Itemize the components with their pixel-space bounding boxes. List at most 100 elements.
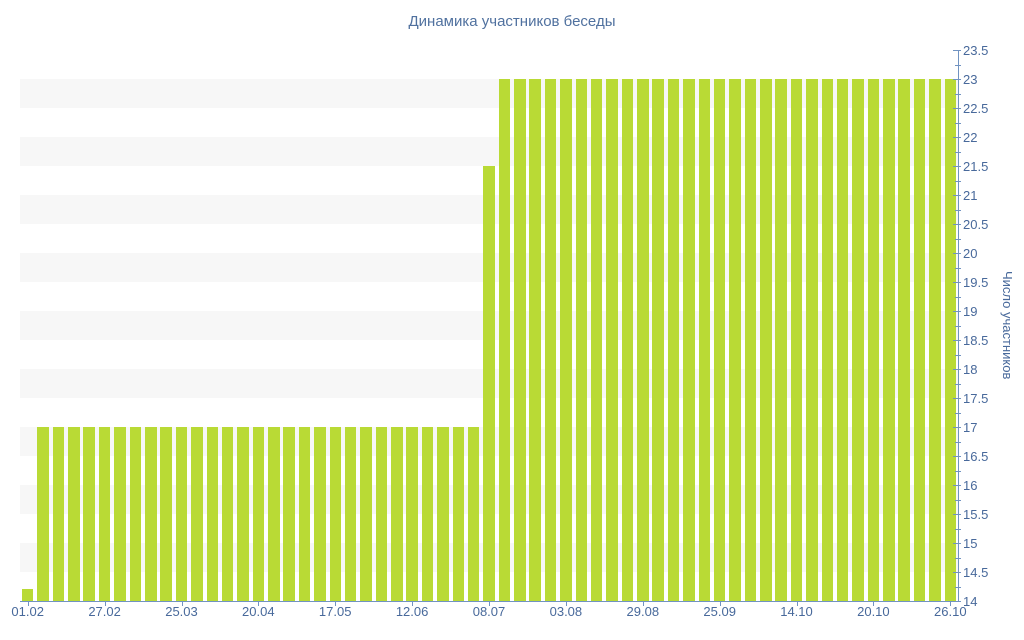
bar[interactable] [206, 427, 218, 601]
bar[interactable] [114, 427, 126, 601]
bar[interactable] [314, 427, 326, 601]
bar[interactable] [160, 427, 172, 601]
y-tick [953, 50, 961, 51]
y-minor-tick [955, 122, 961, 124]
bar[interactable] [483, 166, 495, 601]
bar[interactable] [145, 427, 157, 601]
bar[interactable] [621, 79, 634, 601]
bar[interactable] [944, 79, 957, 601]
bar[interactable] [421, 427, 434, 601]
bar[interactable] [437, 427, 449, 601]
x-tick-label: 08.07 [472, 604, 506, 619]
bar[interactable] [606, 79, 618, 601]
bar[interactable] [360, 427, 372, 601]
bar[interactable] [652, 79, 664, 601]
bar[interactable] [252, 427, 265, 601]
x-tick [104, 602, 106, 606]
bar[interactable] [867, 79, 880, 601]
bar[interactable] [575, 79, 587, 601]
x-tick-label: 26.10 [934, 604, 967, 619]
bar[interactable] [298, 427, 311, 601]
bar[interactable] [729, 79, 741, 601]
y-tick [953, 427, 961, 428]
bar[interactable] [406, 427, 418, 601]
bar[interactable] [529, 79, 541, 601]
bar[interactable] [452, 427, 464, 601]
y-minor-tick [955, 557, 961, 559]
y-tick-label: 14 [963, 593, 978, 609]
bar[interactable] [37, 427, 49, 601]
bar[interactable] [929, 79, 941, 601]
y-minor-tick [955, 499, 961, 501]
bar[interactable] [98, 427, 111, 601]
x-tick [258, 602, 260, 606]
y-tick [953, 572, 961, 573]
y-minor-tick [955, 296, 961, 298]
bar[interactable] [514, 79, 526, 601]
bar[interactable] [883, 79, 895, 601]
bar[interactable] [498, 79, 511, 601]
bar[interactable] [683, 79, 695, 601]
bar[interactable] [467, 427, 480, 601]
y-tick-label: 18 [963, 361, 978, 377]
bar[interactable] [821, 79, 833, 601]
y-tick [953, 456, 961, 457]
bar[interactable] [898, 79, 910, 601]
bar[interactable] [713, 79, 726, 601]
bar[interactable] [83, 427, 95, 601]
bar[interactable] [836, 79, 849, 601]
y-tick [953, 311, 961, 312]
bar[interactable] [191, 427, 203, 601]
chart-title: Динамика участников беседы [408, 13, 616, 30]
bar[interactable] [667, 79, 680, 601]
bar[interactable] [268, 427, 280, 601]
bar[interactable] [790, 79, 803, 601]
bar[interactable] [760, 79, 772, 601]
bar[interactable] [637, 79, 649, 601]
y-tick-label: 16 [963, 477, 978, 493]
bar[interactable] [221, 427, 234, 601]
y-minor-tick [955, 151, 961, 153]
bar[interactable] [698, 79, 710, 601]
bar[interactable] [52, 427, 65, 601]
bar[interactable] [560, 79, 572, 601]
bar[interactable] [391, 427, 403, 601]
bar[interactable] [775, 79, 787, 601]
y-tick [953, 108, 961, 109]
bar[interactable] [913, 79, 926, 601]
x-tick [27, 602, 29, 606]
y-tick-label: 21 [963, 187, 978, 203]
y-minor-tick [955, 528, 961, 530]
bar[interactable] [544, 79, 557, 601]
x-tick-label: 27.02 [88, 604, 121, 619]
y-tick [953, 398, 961, 399]
bar[interactable] [852, 79, 864, 601]
x-tick [719, 602, 721, 606]
y-minor-tick [955, 267, 961, 269]
x-tick-label: 25.09 [703, 604, 736, 619]
bar[interactable] [175, 427, 188, 601]
bar[interactable] [237, 427, 249, 601]
y-minor-tick [955, 64, 961, 66]
y-minor-tick [955, 586, 961, 588]
y-tick [953, 79, 961, 80]
bar[interactable] [590, 79, 603, 601]
y-tick [953, 224, 961, 225]
y-minor-tick [955, 383, 961, 385]
bar[interactable] [329, 427, 341, 601]
x-tick [335, 602, 337, 606]
bar[interactable] [806, 79, 818, 601]
y-minor-tick [955, 209, 961, 211]
y-minor-tick [955, 93, 961, 95]
bar[interactable] [744, 79, 757, 601]
bar[interactable] [283, 427, 295, 601]
x-tick [412, 602, 414, 606]
y-tick-label: 20 [963, 245, 978, 261]
bar[interactable] [375, 427, 388, 601]
bar[interactable] [68, 427, 80, 601]
y-tick [953, 543, 961, 544]
bar[interactable] [344, 427, 357, 601]
bar[interactable] [129, 427, 142, 601]
y-tick-label: 21.5 [963, 158, 989, 174]
bar[interactable] [21, 589, 34, 601]
